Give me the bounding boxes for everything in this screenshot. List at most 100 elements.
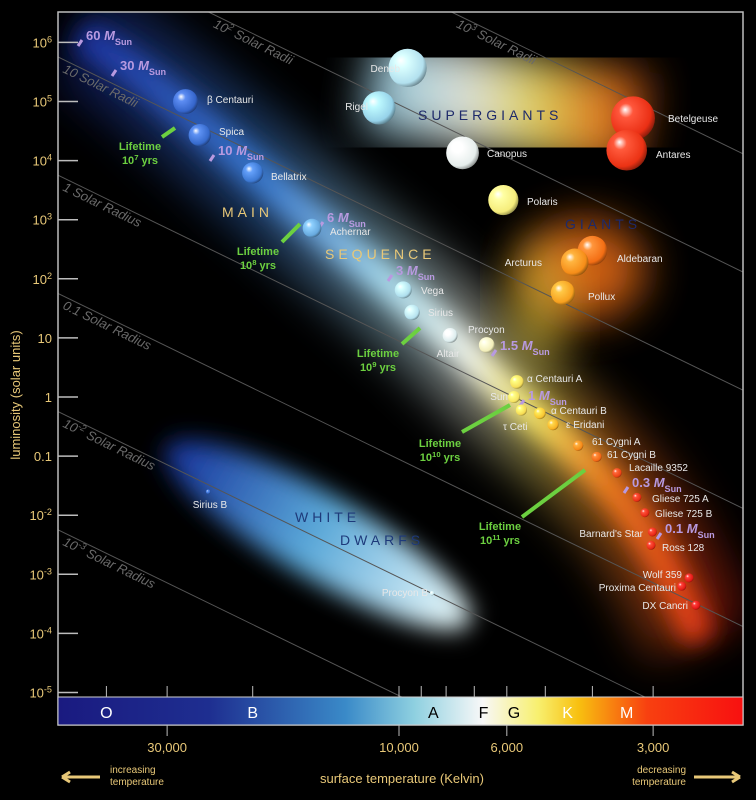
star-label: 61 Cygni A xyxy=(592,437,641,448)
star-bellatrix: Bellatrix xyxy=(242,162,307,184)
star-marker xyxy=(362,91,396,125)
mass-unit: M xyxy=(407,263,419,278)
lifetime-unit: yrs xyxy=(138,155,158,167)
y-tick-label: 102 xyxy=(32,271,52,287)
star-marker xyxy=(478,337,495,353)
star-label: Arcturus xyxy=(505,258,542,269)
radius-unit: Solar Radius xyxy=(77,305,154,353)
stars: Deneb Rigel Canopus Polaris Betelgeuse Antare… xyxy=(173,48,718,612)
increasing-temperature-note: increasing temperature xyxy=(61,765,164,788)
lifetime-unit: yrs xyxy=(500,535,520,547)
mass-subscript: Sun xyxy=(533,347,550,357)
star-antares: Antares xyxy=(606,129,690,171)
radius-line-label: 10-2 Solar Radius xyxy=(61,415,159,474)
star-deneb: Deneb xyxy=(371,48,427,88)
x-tick-label: 3,000 xyxy=(637,740,670,755)
star-label: α Centauri A xyxy=(527,374,583,385)
star-marker xyxy=(691,600,701,610)
y-tick-base: 10 xyxy=(32,272,46,287)
x-tick-label: 6,000 xyxy=(491,740,524,755)
mass-label: 6 MSun xyxy=(327,210,366,229)
lifetime-unit: yrs xyxy=(441,452,461,464)
star-procyon: Procyon xyxy=(468,325,505,353)
x-axis: 30,000 10,000 6,000 3,000 xyxy=(105,686,670,755)
mass-unit: M xyxy=(338,210,350,225)
lifetime-value: 1010 yrs xyxy=(420,450,460,465)
star-marker xyxy=(611,96,655,141)
star-marker xyxy=(591,451,602,462)
mass-subscript: Sun xyxy=(698,530,715,540)
radius-unit: Solar Radii xyxy=(229,25,297,68)
star-label: α Centauri B xyxy=(551,406,607,417)
lifetime-pointer xyxy=(160,126,177,139)
star-marker xyxy=(242,162,264,184)
radius-line-label: 1 Solar Radius xyxy=(61,179,145,230)
mass-unit: M xyxy=(687,521,699,536)
star-label: Ross 128 xyxy=(662,543,705,554)
mass-value: 1 xyxy=(528,388,539,403)
spectral-class-bar xyxy=(57,696,744,726)
radius-line xyxy=(208,12,743,273)
x-axis-title: surface temperature (Kelvin) xyxy=(320,771,484,786)
star-marker xyxy=(205,489,211,494)
star-label: Gliese 725 A xyxy=(652,494,709,505)
star-marker xyxy=(515,404,527,416)
mass-value: 6 xyxy=(327,210,338,225)
mass-subscript: Sun xyxy=(665,484,682,494)
star-procyon-b: Procyon B xyxy=(382,588,435,599)
y-tick-base: 10 xyxy=(32,95,46,110)
star-label: Barnard's Star xyxy=(579,529,643,540)
star-marker xyxy=(394,281,412,299)
y-tick-base: 10 xyxy=(29,626,43,641)
radius-line xyxy=(58,529,402,697)
radius-line xyxy=(58,174,743,509)
mass-subscript: Sun xyxy=(550,397,567,407)
y-tick-exponent: 3 xyxy=(47,212,52,222)
star-marker xyxy=(646,540,656,550)
mass-value: 0.1 xyxy=(665,521,687,536)
lifetime-exponent: 9 xyxy=(372,360,376,369)
spectral-class-m: M xyxy=(620,705,633,722)
y-tick-label: 10-3 xyxy=(29,566,52,582)
lifetime-exponent: 7 xyxy=(134,153,138,162)
region-label-dwarfs: DWARFS xyxy=(340,532,424,548)
radius-unit: Solar Radius xyxy=(81,544,158,592)
star-barnard-s-star: Barnard's Star xyxy=(579,527,657,540)
y-tick-label: 106 xyxy=(32,34,52,50)
star-label: Lacaille 9352 xyxy=(629,463,688,474)
star-betelgeuse: Betelgeuse xyxy=(611,96,718,141)
star-sun: Sun xyxy=(490,391,520,403)
giants-glow-inner xyxy=(510,240,570,360)
star-label: β Centauri xyxy=(207,95,253,106)
lifetime-label: Lifetime xyxy=(419,438,461,450)
radius-line-label: 10-3 Solar Radius xyxy=(61,533,159,592)
lifetime-value: 1011 yrs xyxy=(480,533,520,548)
y-tick-base: 0.1 xyxy=(34,449,52,464)
star-spica: Spica xyxy=(188,123,244,147)
star-label: ε Eridani xyxy=(566,420,604,431)
lifetime-label: Lifetime xyxy=(237,246,279,258)
white-dwarfs-glow xyxy=(164,440,472,630)
star-label: Procyon B xyxy=(382,588,428,599)
star--eridani: ε Eridani xyxy=(547,419,604,431)
radius-exponent: -3 xyxy=(76,539,88,552)
y-tick-base: 10 xyxy=(32,35,46,50)
mass-unit: M xyxy=(104,28,116,43)
arrow-left-icon xyxy=(61,770,100,784)
spectral-class-f: F xyxy=(479,705,489,722)
spectral-class-k: K xyxy=(562,705,573,722)
star-label: Procyon xyxy=(468,325,505,336)
lifetime-pointer xyxy=(280,222,302,244)
radius-line-label: 0.1 Solar Radius xyxy=(61,298,154,354)
x-tick-label: 30,000 xyxy=(147,740,187,755)
y-tick-label: 10-2 xyxy=(29,507,52,523)
star-lacaille-9352: Lacaille 9352 xyxy=(612,463,688,478)
star-marker xyxy=(640,508,650,518)
region-label-main: MAIN xyxy=(222,204,273,220)
radius-line-label: 102 Solar Radii xyxy=(211,15,297,68)
star-marker xyxy=(388,48,427,88)
lifetime-label: Lifetime xyxy=(479,521,521,533)
radius-unit: Solar Radius xyxy=(67,183,144,231)
